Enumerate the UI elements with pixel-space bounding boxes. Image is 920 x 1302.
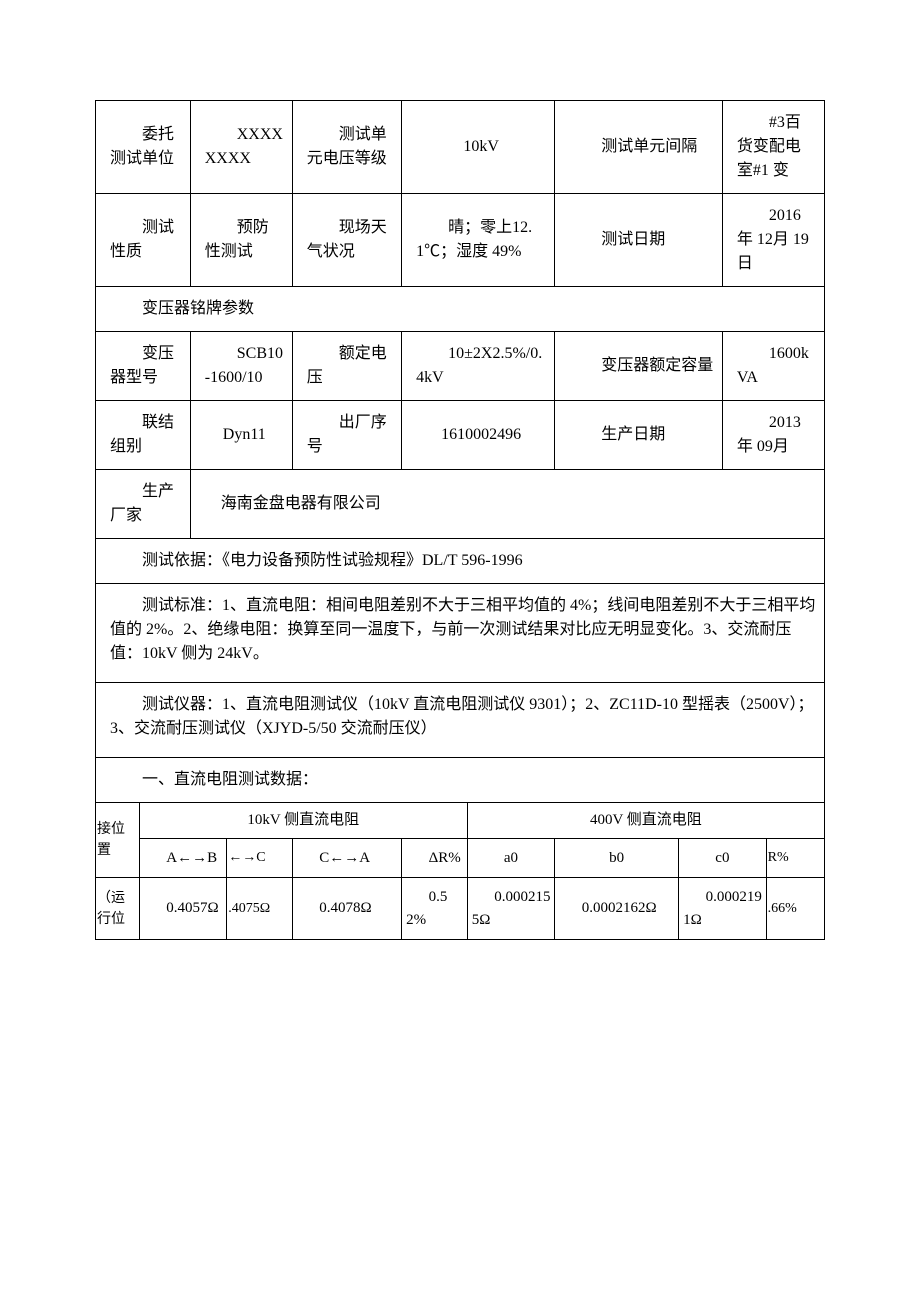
- test-nature-label: 测试性质: [96, 194, 191, 287]
- model-value: SCB10-1600/10: [190, 332, 292, 401]
- weather-value: 晴；零上12.1℃；湿度 49%: [402, 194, 555, 287]
- test-nature-value: 预防性测试: [190, 194, 292, 287]
- hv-dr-header: ΔR%: [402, 838, 468, 878]
- prod-date-value: 2013 年 09月: [722, 401, 824, 470]
- manufacturer-label: 生产厂家: [96, 470, 191, 539]
- dc-data-row: （运行位 0.4057Ω .4075Ω 0.4078Ω 0.52% 0.0002…: [96, 878, 825, 940]
- lv-b0-header: b0: [555, 838, 679, 878]
- unit-voltage-value: 10kV: [402, 101, 555, 194]
- serial-label: 出厂序号: [292, 401, 401, 470]
- test-date-label: 测试日期: [555, 194, 723, 287]
- hv-title: 10kV 侧直流电阻: [139, 803, 467, 839]
- serial-value: 1610002496: [402, 401, 555, 470]
- tap-pos-header: 接位置: [96, 803, 140, 878]
- lv-a0-header: a0: [467, 838, 554, 878]
- lv-r-val: .66%: [766, 878, 824, 940]
- lv-title: 400V 侧直流电阻: [467, 803, 824, 839]
- client-value: XXXXXXXX: [190, 101, 292, 194]
- meta-row-1: 委托测试单位 XXXXXXXX 测试单元电压等级 10kV 测试单元间隔 #3百…: [96, 101, 825, 194]
- nameplate-header: 变压器铭牌参数: [96, 287, 825, 332]
- hv-dr-val: 0.52%: [402, 878, 468, 940]
- hv-ca-val: 0.4078Ω: [292, 878, 401, 940]
- standard-row: 测试标准：1、直流电阻：相间电阻差别不大于三相平均值的 4%；线间电阻差别不大于…: [96, 584, 825, 683]
- unit-interval-label: 测试单元间隔: [555, 101, 723, 194]
- hv-ab-header: A←→B: [139, 838, 226, 878]
- manufacturer-value: 海南金盘电器有限公司: [190, 470, 824, 539]
- client-label: 委托测试单位: [96, 101, 191, 194]
- main-table: 委托测试单位 XXXXXXXX 测试单元电压等级 10kV 测试单元间隔 #3百…: [95, 100, 825, 940]
- unit-interval-value: #3百货变配电室#1 变: [722, 101, 824, 194]
- standard-text: 测试标准：1、直流电阻：相间电阻差别不大于三相平均值的 4%；线间电阻差别不大于…: [96, 584, 825, 683]
- instruments-text: 测试仪器：1、直流电阻测试仪（10kV 直流电阻测试仪 9301）；2、ZC11…: [96, 683, 825, 758]
- dc-header-row-2: A←→B ←→C C←→A ΔR% a0 b0 c0 R%: [96, 838, 825, 878]
- rated-voltage-value: 10±2X2.5%/0.4kV: [402, 332, 555, 401]
- dc-header-row-1: 接位置 10kV 侧直流电阻 400V 侧直流电阻: [96, 803, 825, 839]
- manufacturer-row: 生产厂家 海南金盘电器有限公司: [96, 470, 825, 539]
- nameplate-row-1: 变压器型号 SCB10-1600/10 额定电压 10±2X2.5%/0.4kV…: [96, 332, 825, 401]
- instruments-row: 测试仪器：1、直流电阻测试仪（10kV 直流电阻测试仪 9301）；2、ZC11…: [96, 683, 825, 758]
- run-pos: （运行位: [96, 878, 140, 940]
- meta-row-2: 测试性质 预防性测试 现场天气状况 晴；零上12.1℃；湿度 49% 测试日期 …: [96, 194, 825, 287]
- lv-a0-val: 0.0002155Ω: [467, 878, 554, 940]
- dc-section-title: 一、直流电阻测试数据：: [96, 758, 825, 803]
- lv-c0-header: c0: [679, 838, 766, 878]
- dc-section-row: 一、直流电阻测试数据：: [96, 758, 825, 803]
- lv-r-header: R%: [766, 838, 824, 878]
- rated-voltage-label: 额定电压: [292, 332, 401, 401]
- basis-row: 测试依据：《电力设备预防性试验规程》DL/T 596-1996: [96, 539, 825, 584]
- unit-voltage-label: 测试单元电压等级: [292, 101, 401, 194]
- hv-ca-header: C←→A: [292, 838, 401, 878]
- model-label: 变压器型号: [96, 332, 191, 401]
- lv-b0-val: 0.0002162Ω: [555, 878, 679, 940]
- hv-bc-header: ←→C: [227, 838, 293, 878]
- conn-group-label: 联结组别: [96, 401, 191, 470]
- weather-label: 现场天气状况: [292, 194, 401, 287]
- lv-c0-val: 0.0002191Ω: [679, 878, 766, 940]
- hv-bc-val: .4075Ω: [227, 878, 293, 940]
- test-date-value: 2016 年 12月 19 日: [722, 194, 824, 287]
- capacity-value: 1600kVA: [722, 332, 824, 401]
- prod-date-label: 生产日期: [555, 401, 723, 470]
- basis-text: 测试依据：《电力设备预防性试验规程》DL/T 596-1996: [96, 539, 825, 584]
- conn-group-value: Dyn11: [190, 401, 292, 470]
- capacity-label: 变压器额定容量: [555, 332, 723, 401]
- hv-ab-val: 0.4057Ω: [139, 878, 226, 940]
- nameplate-header-row: 变压器铭牌参数: [96, 287, 825, 332]
- document-page: 委托测试单位 XXXXXXXX 测试单元电压等级 10kV 测试单元间隔 #3百…: [0, 0, 920, 980]
- nameplate-row-2: 联结组别 Dyn11 出厂序号 1610002496 生产日期 2013 年 0…: [96, 401, 825, 470]
